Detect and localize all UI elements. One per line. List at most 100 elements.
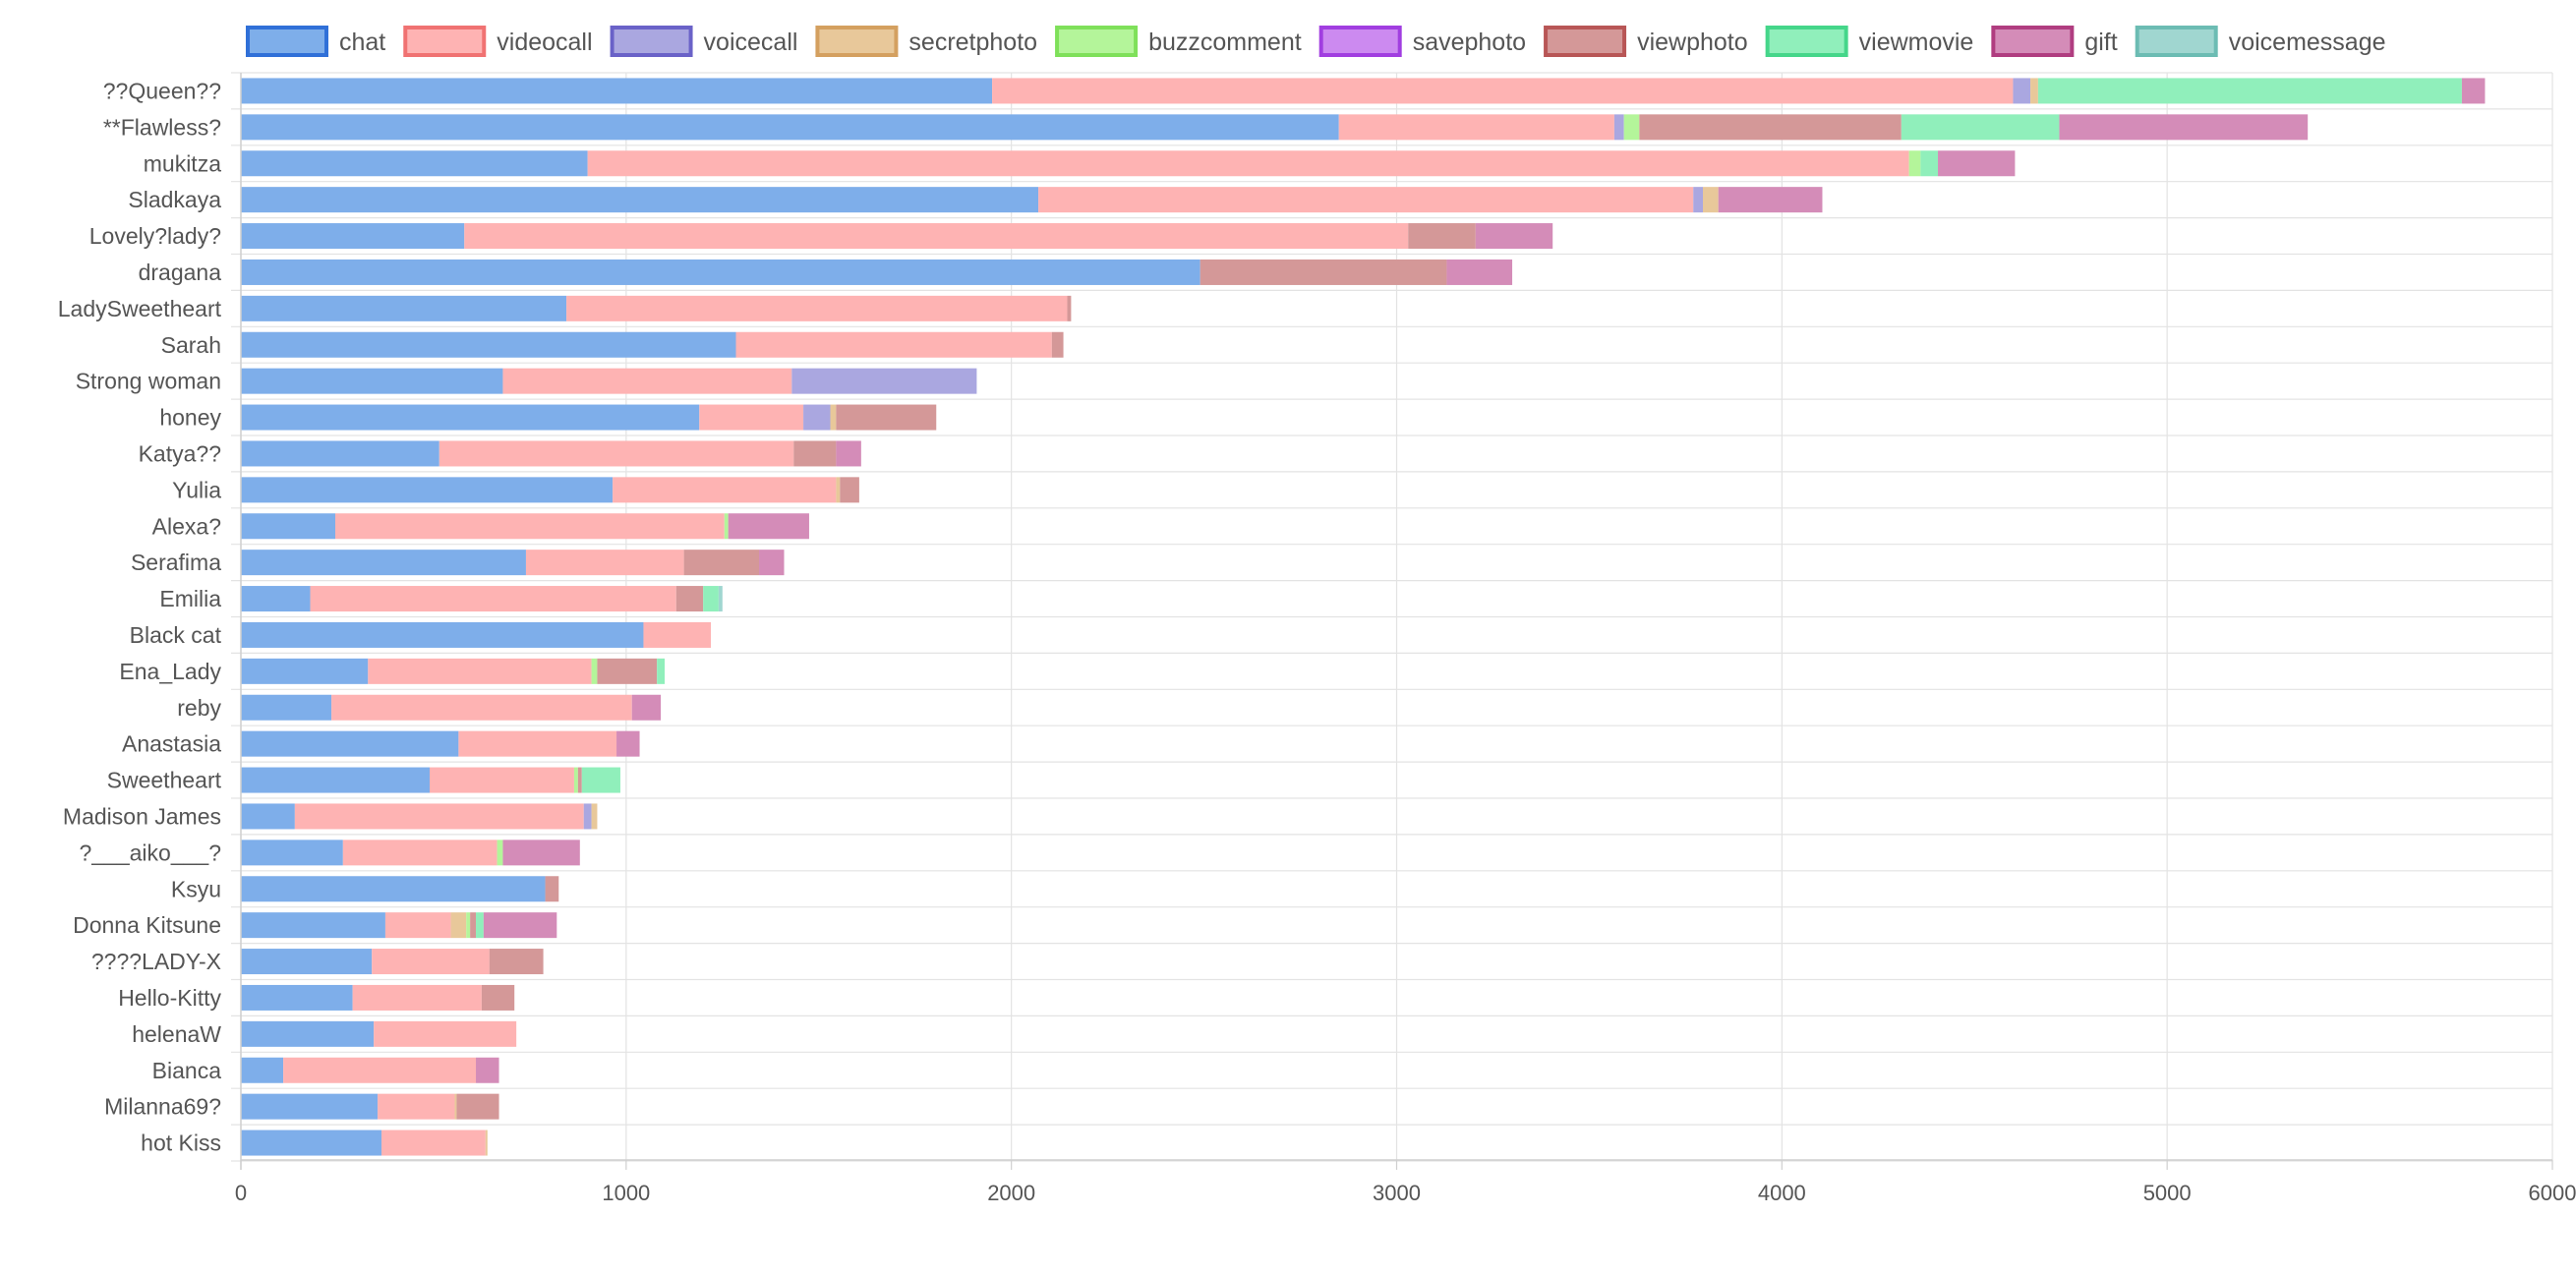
category-label-madison-james: Madison James — [63, 803, 221, 829]
bar-strong-woman-voicecall — [791, 368, 977, 394]
bar-bianca-videocall — [283, 1057, 477, 1083]
bar-sweetheart-chat — [241, 767, 430, 793]
bar-ena-lady-viewphoto — [597, 658, 658, 684]
bar-honey-viewphoto — [836, 404, 937, 431]
legend-item-buzzcomment: buzzcomment — [1055, 26, 1302, 57]
category-label-bianca: Bianca — [152, 1058, 222, 1083]
legend-swatch-videocall — [403, 26, 487, 57]
category-label-sladkaya: Sladkaya — [128, 187, 221, 212]
bar-emilia-viewmovie — [703, 586, 719, 612]
bar-honey-voicecall — [803, 404, 831, 431]
bar-flawless-chat — [241, 114, 1339, 141]
bar-sladkaya-videocall — [1038, 187, 1694, 213]
bar-flawless-viewphoto — [1639, 114, 1902, 141]
category-label-ksyu: Ksyu — [171, 876, 221, 901]
legend-label-savephoto: savephoto — [1413, 29, 1526, 56]
bar-anastasia-videocall — [458, 730, 617, 757]
bar-ena-lady-videocall — [368, 658, 592, 684]
bar-flawless-videocall — [1338, 114, 1614, 141]
bar-mukitza-videocall — [587, 150, 1909, 177]
bar-donna-kitsune-chat — [241, 912, 385, 939]
bar-ladysweetheart-videocall — [566, 295, 1068, 321]
bar-madison-james-chat — [241, 803, 295, 830]
legend-label-chat: chat — [339, 29, 385, 56]
bar-sladkaya-secretphoto — [1703, 187, 1719, 213]
category-label-ladysweetheart: LadySweetheart — [58, 296, 222, 321]
bar-katya-viewphoto — [793, 440, 837, 467]
bar-sweetheart-buzzcomment — [573, 767, 578, 793]
legend-label-videocall: videocall — [497, 29, 592, 56]
bar-lovely-lady-videocall — [464, 223, 1409, 250]
category-label-yulia: Yulia — [172, 477, 221, 502]
x-tick-label-5000: 5000 — [2143, 1181, 2192, 1205]
bar-ladysweetheart-viewphoto — [1067, 295, 1072, 321]
bar-ksyu-chat — [241, 876, 546, 902]
category-label-dragana: dragana — [139, 260, 222, 285]
legend-swatch-gift — [1991, 26, 2075, 57]
bar-ladysweetheart-chat — [241, 295, 567, 321]
bar-katya-chat — [241, 440, 439, 467]
legend-item-voicemessage: voicemessage — [2135, 26, 2386, 57]
category-label-black-cat: Black cat — [130, 622, 222, 648]
legend-swatch-savephoto — [1318, 26, 1402, 57]
bar-emilia-viewphoto — [675, 586, 704, 612]
category-label-milanna69: Milanna69? — [104, 1094, 221, 1120]
x-tick-label-0: 0 — [235, 1181, 247, 1205]
bar-ena-lady-buzzcomment — [591, 658, 598, 684]
category-label-sweetheart: Sweetheart — [107, 768, 222, 793]
bar-ena-lady-chat — [241, 658, 369, 684]
legend-swatch-secretphoto — [815, 26, 899, 57]
bar-alexa-buzzcomment — [724, 513, 729, 540]
x-tick-label-4000: 4000 — [1758, 1181, 1806, 1205]
bar-madison-james-voicecall — [583, 803, 592, 830]
bar-donna-kitsune-buzzcomment — [466, 912, 471, 939]
bar-hot-kiss-videocall — [381, 1130, 486, 1156]
bar-black-cat-videocall — [643, 621, 712, 648]
category-label-aiko: ?___aiko___? — [79, 840, 221, 865]
category-label-queen: ??Queen?? — [103, 78, 221, 103]
bar-anastasia-gift — [616, 730, 640, 757]
bar-donna-kitsune-viewphoto — [470, 912, 477, 939]
bar-dragana-gift — [1446, 259, 1513, 285]
bar-flawless-gift — [2059, 114, 2309, 141]
category-label-lady-x: ????LADY-X — [91, 949, 221, 974]
bar-sladkaya-chat — [241, 187, 1039, 213]
bar-aiko-buzzcomment — [497, 840, 503, 866]
x-tick-label-3000: 3000 — [1373, 1181, 1421, 1205]
bar-bianca-gift — [476, 1057, 499, 1083]
bar-mukitza-chat — [241, 150, 588, 177]
category-label-mukitza: mukitza — [144, 150, 221, 176]
bar-black-cat-chat — [241, 621, 644, 648]
legend-label-secretphoto: secretphoto — [908, 29, 1037, 56]
legend-item-voicecall: voicecall — [610, 26, 797, 57]
category-label-honey: honey — [159, 405, 221, 431]
legend-item-viewphoto: viewphoto — [1544, 26, 1748, 57]
bar-alexa-gift — [728, 513, 809, 540]
legend-item-viewmovie: viewmovie — [1765, 26, 1973, 57]
bar-serafima-chat — [241, 550, 526, 576]
bar-queen-voicecall — [2013, 78, 2031, 104]
bar-honey-videocall — [699, 404, 804, 431]
bar-yulia-videocall — [613, 477, 837, 503]
bar-ena-lady-viewmovie — [657, 658, 666, 684]
bar-queen-secretphoto — [2030, 78, 2038, 104]
bar-aiko-videocall — [342, 840, 498, 866]
bar-hello-kitty-chat — [241, 984, 353, 1011]
bar-dragana-viewphoto — [1200, 259, 1447, 285]
legend-swatch-voicemessage — [2135, 26, 2218, 57]
bar-mukitza-gift — [1938, 150, 2016, 177]
category-label-serafima: Serafima — [131, 550, 221, 575]
bar-sweetheart-viewmovie — [581, 767, 620, 793]
bar-strong-woman-chat — [241, 368, 503, 394]
category-label-flawless: **Flawless? — [103, 114, 221, 140]
bar-emilia-chat — [241, 586, 311, 612]
bar-sarah-chat — [241, 331, 736, 358]
bar-mukitza-buzzcomment — [1908, 150, 1921, 177]
bar-alexa-videocall — [334, 513, 725, 540]
category-label-emilia: Emilia — [159, 586, 221, 611]
bar-mukitza-viewmovie — [1920, 150, 1939, 177]
bar-katya-videocall — [439, 440, 794, 467]
bar-queen-viewmovie — [2037, 78, 2462, 104]
bar-flawless-buzzcomment — [1623, 114, 1640, 141]
